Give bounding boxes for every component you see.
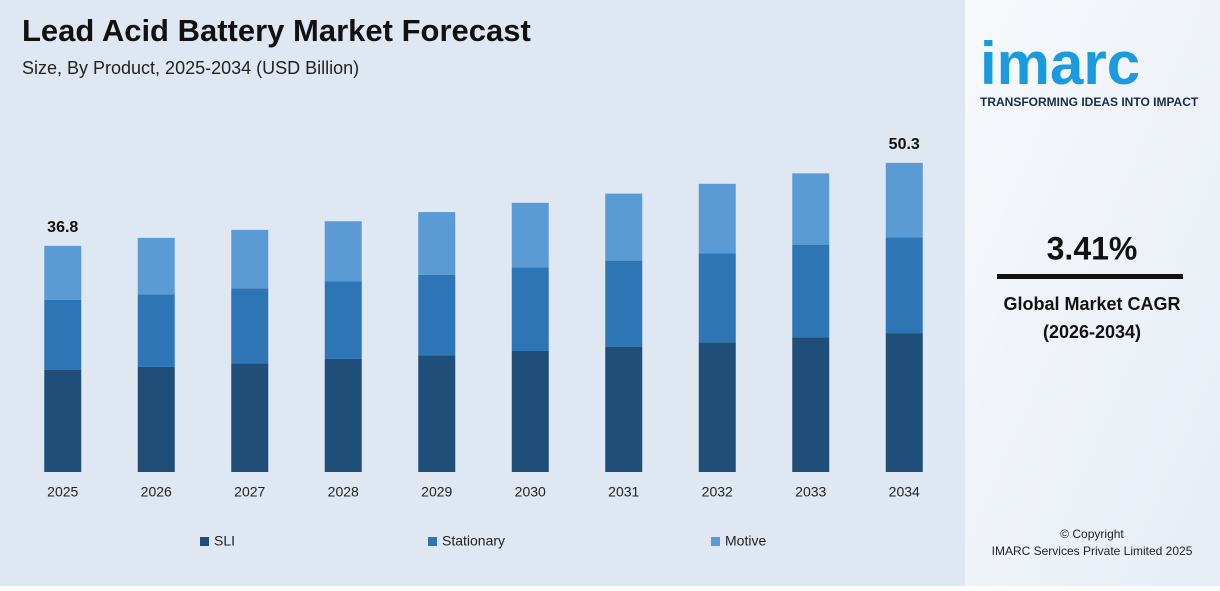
x-tick-label: 2030 (515, 484, 546, 500)
bar-segment (44, 245, 82, 300)
bar-segment (698, 253, 736, 343)
cagr-label: Global Market CAGR (1003, 294, 1180, 314)
chart-subtitle: Size, By Product, 2025-2034 (USD Billion… (22, 58, 359, 78)
legend-label: SLI (214, 533, 235, 549)
legend-label: Motive (725, 533, 766, 549)
chart-title: Lead Acid Battery Market Forecast (22, 13, 531, 48)
legend-swatch (200, 537, 209, 546)
copyright: © Copyright (1060, 527, 1124, 541)
bar-segment (137, 294, 175, 367)
bar-segment (44, 299, 82, 370)
x-tick-label: 2026 (141, 484, 172, 500)
bar-segment (792, 173, 830, 245)
bar-segment (324, 281, 362, 359)
bar-segment (137, 366, 175, 472)
x-tick-label: 2033 (795, 484, 826, 500)
x-tick-label: 2028 (328, 484, 359, 500)
bar-segment (418, 212, 456, 275)
bar-segment (418, 355, 456, 472)
company: IMARC Services Private Limited 2025 (992, 544, 1193, 558)
bar-segment (792, 337, 830, 472)
bar-segment (885, 237, 923, 334)
bar-segment (418, 274, 456, 356)
bar-segment (511, 350, 549, 472)
bar-segment (698, 342, 736, 472)
cagr-value: 3.41% (1047, 230, 1138, 266)
bar-segment (231, 288, 269, 364)
bar-segment (231, 229, 269, 289)
legend-swatch (428, 537, 437, 546)
tagline: TRANSFORMING IDEAS INTO IMPACT (980, 95, 1199, 109)
x-tick-label: 2027 (234, 484, 265, 500)
cagr-divider (997, 274, 1183, 279)
bar-segment (511, 267, 549, 351)
legend-label: Stationary (442, 533, 505, 549)
cagr-period: (2026-2034) (1043, 322, 1141, 342)
bar-segment (605, 346, 643, 472)
bar-segment (605, 260, 643, 347)
bar-segment (885, 333, 923, 472)
sidebar-background (965, 0, 1220, 586)
x-tick-label: 2031 (608, 484, 639, 500)
bar-segment (324, 221, 362, 282)
bar-segment (885, 162, 923, 238)
legend-swatch (711, 537, 720, 546)
bar-segment (324, 358, 362, 472)
bar-segment (231, 363, 269, 472)
x-tick-label: 2029 (421, 484, 452, 500)
bar-segment (792, 244, 830, 338)
x-tick-label: 2025 (47, 484, 78, 500)
logo: imarc (980, 30, 1140, 97)
bar-segment (605, 193, 643, 261)
x-tick-label: 2032 (702, 484, 733, 500)
bar-segment (44, 369, 82, 472)
total-label: 36.8 (47, 219, 78, 236)
x-tick-label: 2034 (889, 484, 920, 500)
bar-segment (511, 202, 549, 268)
bar-segment (137, 237, 175, 295)
bar-segment (698, 183, 736, 254)
total-label: 50.3 (889, 136, 920, 153)
